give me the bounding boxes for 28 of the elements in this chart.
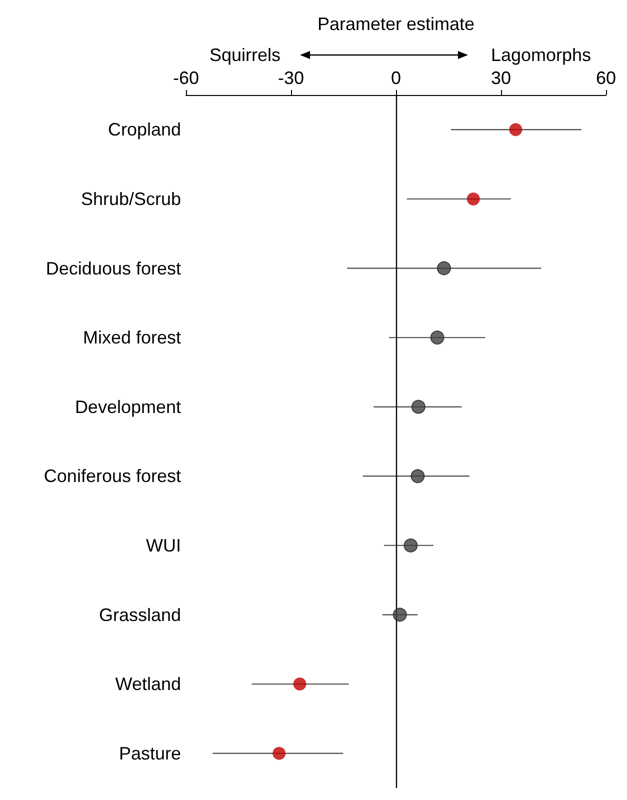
y-tick-label: Cropland	[108, 120, 181, 140]
point	[410, 469, 425, 484]
y-tick-label: Pasture	[118, 743, 181, 764]
y-tick-label: Wetland	[115, 674, 181, 694]
point	[272, 746, 286, 760]
point	[436, 261, 451, 276]
text: Squirrels	[209, 45, 281, 65]
x-tick-label: 30	[490, 68, 512, 88]
y-tick-label: Shrub/Scrub	[80, 188, 181, 209]
point	[293, 678, 306, 691]
point	[509, 123, 522, 136]
point	[392, 608, 407, 622]
y-tick-label: Coniferous forest	[44, 466, 181, 486]
x-axis-title: Parameter estimate	[317, 14, 475, 34]
point	[466, 192, 480, 206]
point	[411, 400, 426, 414]
point	[430, 330, 444, 345]
point	[404, 538, 418, 552]
y-tick-label: Mixed forest	[82, 328, 181, 348]
x-tick-label: 0	[390, 68, 401, 88]
x-tick-label: -30	[278, 68, 304, 88]
x-tick-label: -60	[172, 68, 200, 88]
x-tick-label: 60	[596, 68, 616, 88]
y-tick-label: Grassland	[98, 604, 181, 625]
y-tick-label: Development	[74, 396, 181, 417]
y-tick-label: Deciduous forest	[46, 258, 181, 278]
text: Lagomorphs	[490, 45, 592, 65]
y-tick-label: WUI	[146, 535, 181, 556]
